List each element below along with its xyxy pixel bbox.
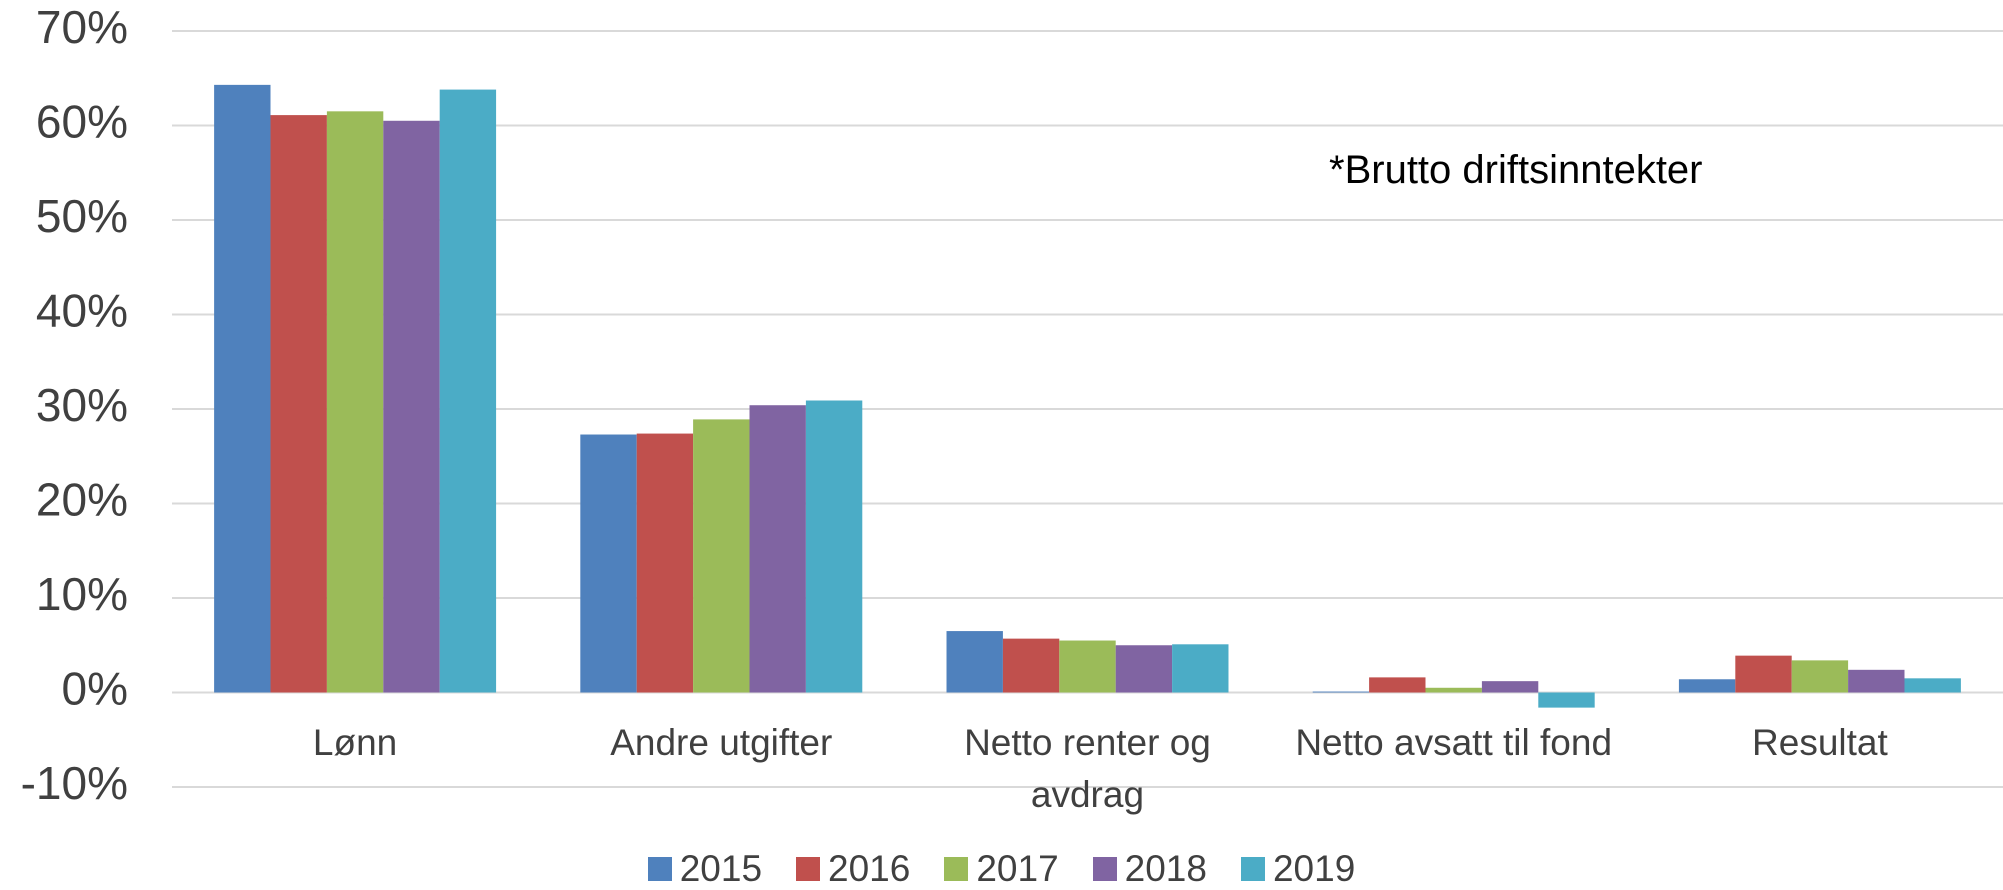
bar <box>326 111 384 693</box>
bar <box>270 115 327 693</box>
bar <box>693 419 750 693</box>
y-tick-label: 70% <box>36 1 128 53</box>
x-tick-label: Netto renter og avdrag <box>964 721 1211 815</box>
legend-swatch <box>944 857 969 881</box>
bar <box>636 433 694 693</box>
bar <box>1172 644 1229 693</box>
legend-item: 2015 <box>647 848 763 890</box>
legend-label: 2017 <box>976 848 1059 889</box>
bar <box>1369 677 1426 693</box>
bar <box>439 89 497 693</box>
legend-label: 2015 <box>679 848 763 889</box>
bar <box>1059 640 1116 693</box>
annotation: *Brutto driftsinntekter <box>1329 148 1703 192</box>
y-tick-label: 10% <box>36 568 128 620</box>
legend-item: 2019 <box>1240 848 1356 890</box>
x-tick-label: Andre utgifter <box>610 721 833 763</box>
bar <box>1678 679 1736 693</box>
legend-item: 2016 <box>796 848 910 890</box>
bar <box>1904 678 1961 693</box>
legend-swatch <box>1092 857 1117 881</box>
legend-swatch <box>647 857 672 881</box>
legend-label: 2018 <box>1124 848 1207 889</box>
bar <box>214 84 271 693</box>
y-tick-label: 50% <box>36 190 128 242</box>
legend-label: 2016 <box>828 848 911 889</box>
bar <box>1002 638 1060 693</box>
y-tick-label: 60% <box>36 96 128 148</box>
x-tick-label: Lønn <box>312 721 398 763</box>
legend-item: 2018 <box>1092 848 1207 890</box>
bar <box>805 400 863 693</box>
y-tick-label: 0% <box>62 663 128 715</box>
legend-swatch <box>796 857 821 881</box>
y-tick-label: 40% <box>36 285 128 337</box>
bar <box>1115 645 1173 693</box>
bar <box>1312 691 1370 693</box>
x-tick-label: Netto avsatt til fond <box>1295 721 1613 763</box>
y-tick-label: 30% <box>36 379 128 431</box>
bar <box>749 405 806 693</box>
bar <box>1425 687 1482 693</box>
legend-swatch <box>1240 857 1265 881</box>
legend: 2015 2016 2017 2018 2019 <box>0 848 2003 890</box>
bar <box>1538 692 1595 708</box>
bar <box>946 631 1003 693</box>
legend-item: 2017 <box>944 848 1059 890</box>
y-tick-label: 20% <box>36 474 128 526</box>
bar <box>1481 681 1539 693</box>
y-tick-label: -10% <box>21 757 128 809</box>
legend-label: 2019 <box>1272 848 1356 889</box>
bar <box>580 434 637 693</box>
bar <box>1791 660 1849 693</box>
bar <box>1735 655 1792 693</box>
x-tick-label: Resultat <box>1752 721 1888 763</box>
bar <box>383 120 440 693</box>
bar <box>1848 669 1905 693</box>
